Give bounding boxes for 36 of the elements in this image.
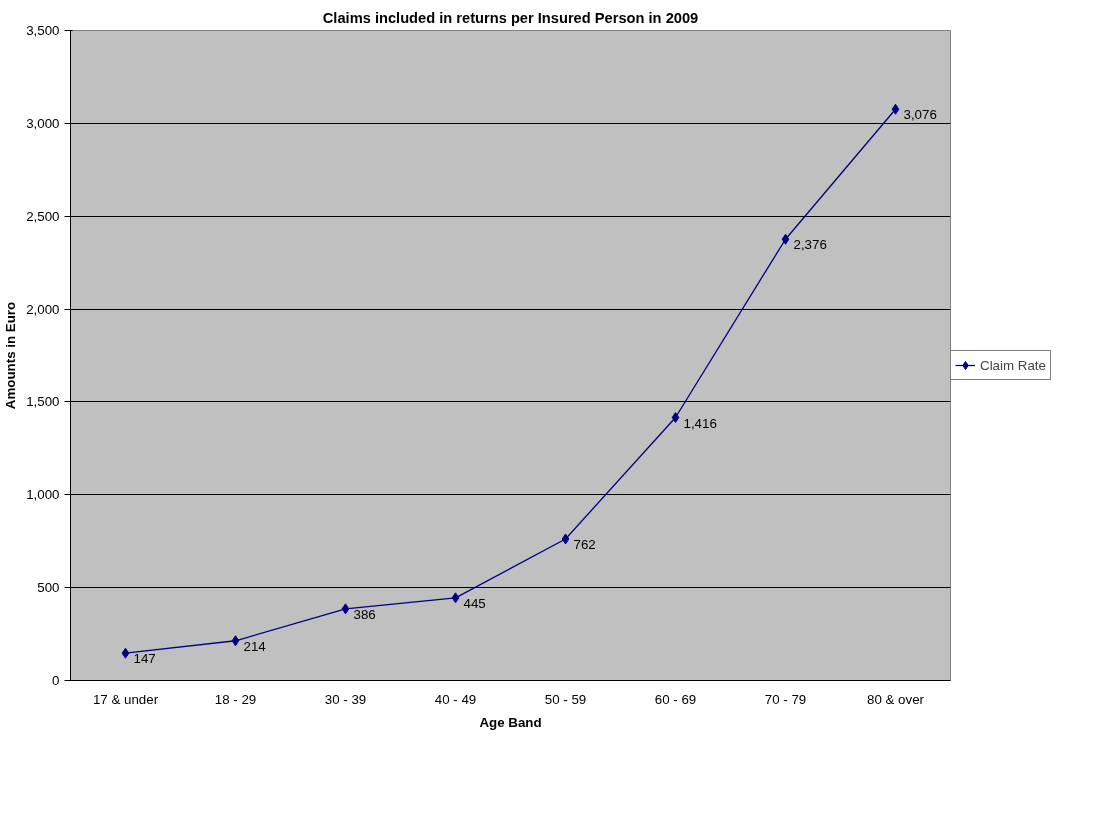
y-axis-title: Amounts in Euro — [3, 301, 19, 410]
point — [671, 412, 680, 424]
text: 214 — [243, 638, 266, 654]
text: 3,076 — [903, 107, 937, 123]
text: 2,376 — [793, 237, 827, 253]
point — [341, 603, 350, 615]
y-tick-label: 1,000 — [26, 487, 60, 503]
point — [561, 533, 570, 545]
y-tick-label: 0 — [52, 673, 60, 688]
y-tick-label: 3,000 — [26, 115, 60, 131]
y-tick-label: 3,500 — [26, 23, 60, 38]
text: 445 — [463, 595, 486, 611]
point — [231, 635, 240, 647]
point — [891, 103, 900, 115]
text: 762 — [573, 536, 596, 552]
x-tick-label: 40 - 49 — [434, 691, 477, 707]
x-tick-label: 30 - 39 — [324, 691, 367, 707]
text: 1,416 — [683, 415, 717, 431]
y-tick-label: 2,500 — [26, 208, 60, 224]
y-tick-label: 2,000 — [26, 301, 60, 317]
text: 147 — [133, 651, 156, 667]
text: 386 — [353, 606, 376, 622]
y-tick-label: 1,500 — [26, 394, 60, 410]
point — [451, 592, 460, 604]
x-tick-label: 80 & over — [866, 691, 925, 707]
point — [781, 233, 790, 245]
x-tick-label: 18 - 29 — [214, 691, 257, 707]
legend-label: Claim Rate — [980, 357, 1046, 373]
chart-title: Claims included in returns per Insured Person in 2009 — [322, 9, 699, 26]
x-axis-title: Age Band — [479, 714, 542, 730]
x-tick-label: 50 - 59 — [544, 691, 587, 707]
x-tick-label: 60 - 69 — [654, 691, 697, 707]
y-tick-label: 500 — [37, 580, 60, 596]
x-tick-label: 17 & under — [92, 691, 159, 707]
x-tick-label: 70 - 79 — [764, 691, 807, 707]
point — [121, 647, 130, 659]
